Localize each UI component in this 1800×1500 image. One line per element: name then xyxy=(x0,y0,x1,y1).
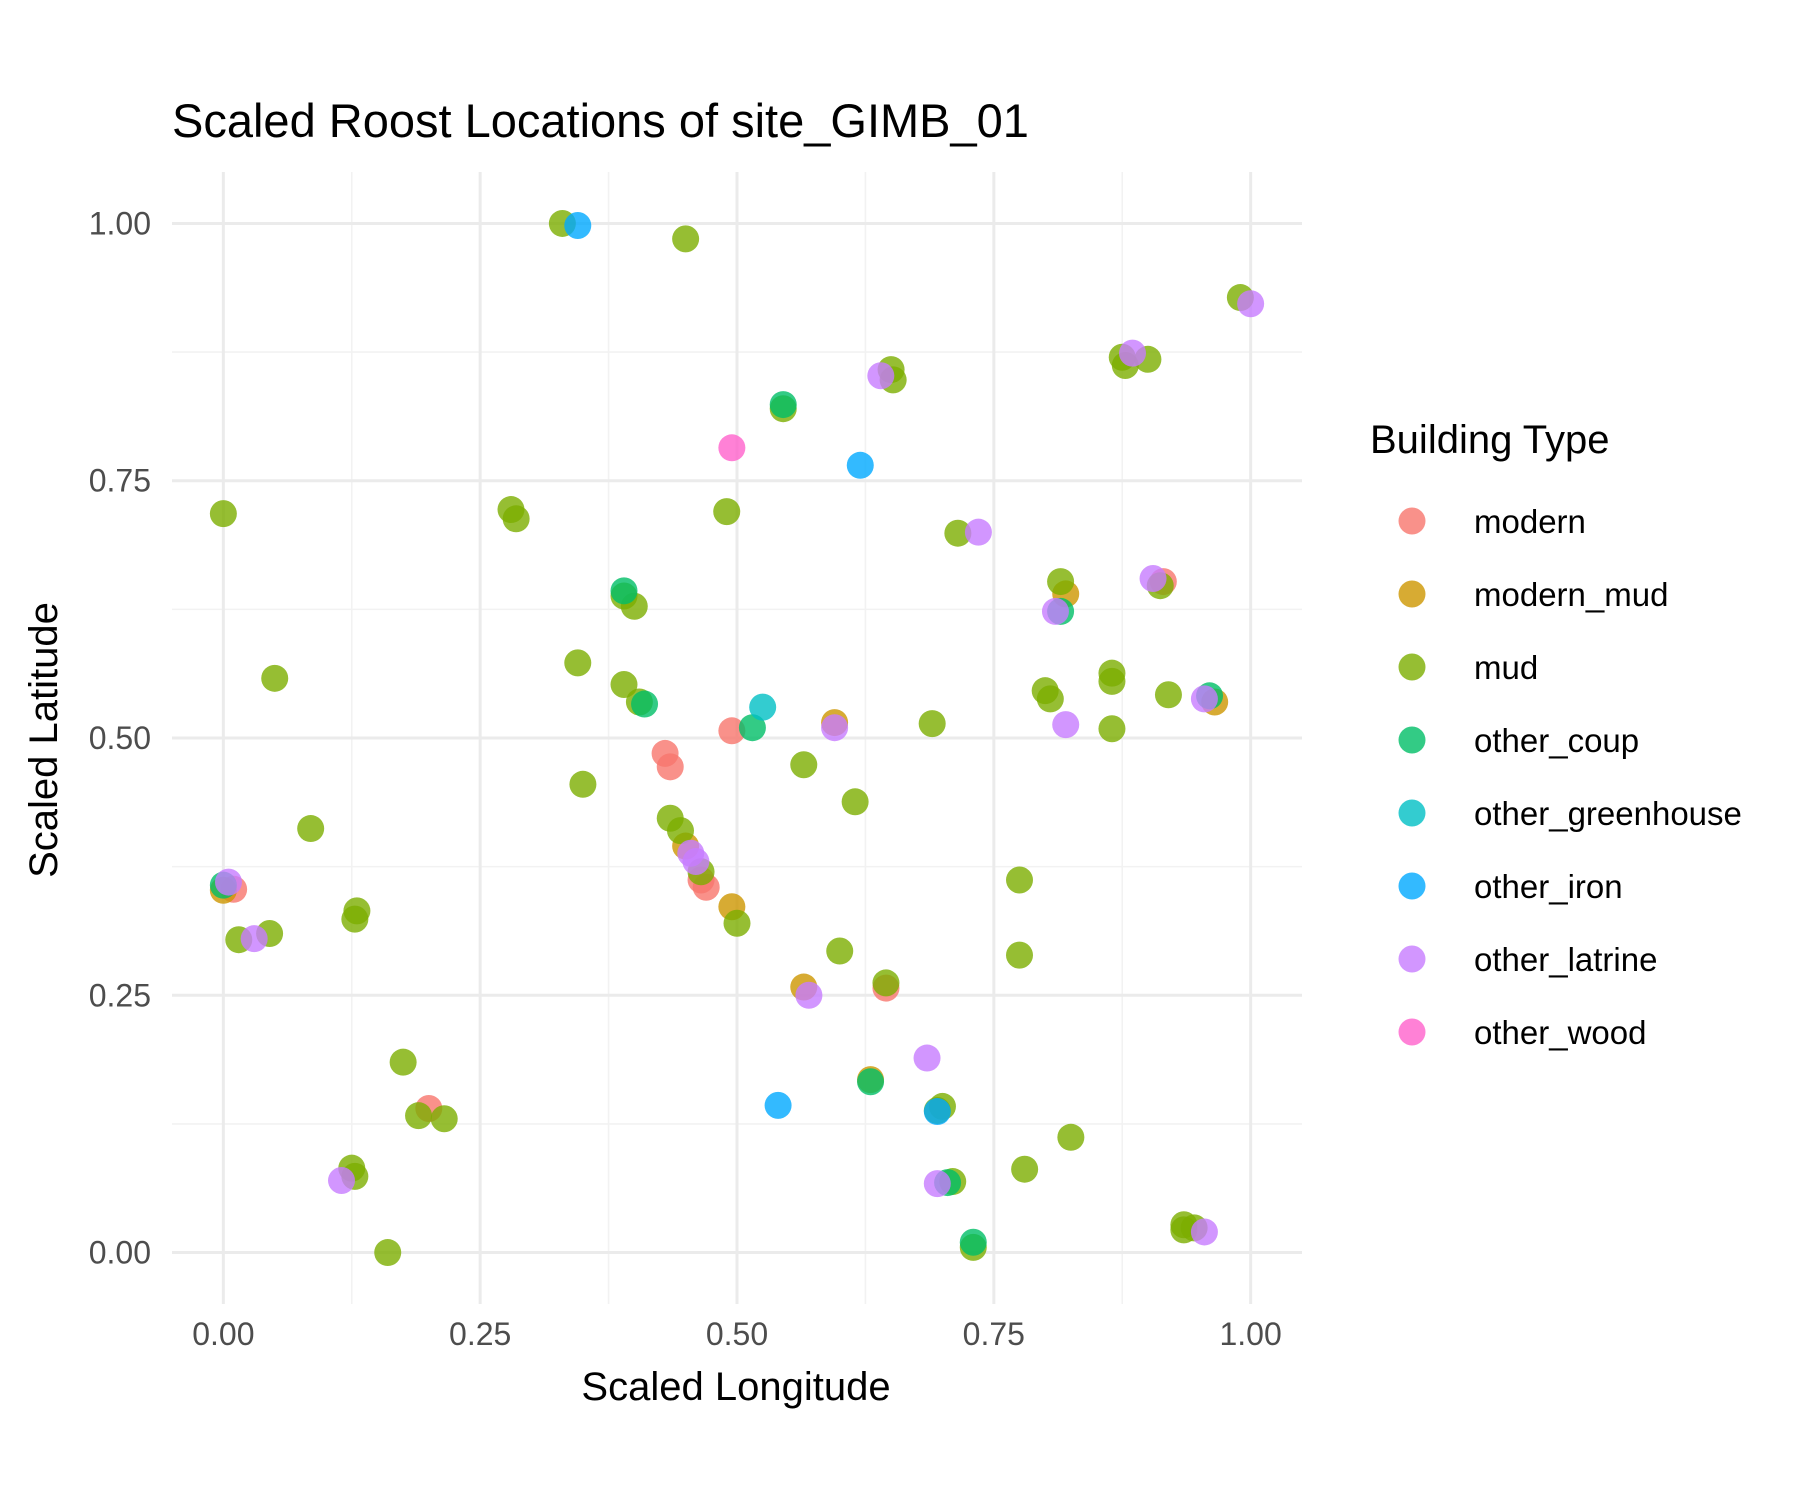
y-tick-label: 0.75 xyxy=(89,463,151,499)
point-other_latrine xyxy=(923,1170,951,1198)
point-other_latrine xyxy=(1190,685,1218,713)
x-tick-label: 0.25 xyxy=(449,1316,511,1352)
point-mud xyxy=(1006,941,1033,969)
point-mud xyxy=(1098,667,1126,695)
point-mud xyxy=(723,909,751,937)
point-other_wood xyxy=(718,434,746,462)
x-axis-title: Scaled Longitude xyxy=(581,1365,890,1409)
y-axis-ticks: 0.00 0.25 0.50 0.75 1.00 xyxy=(89,205,151,1270)
point-mud xyxy=(1154,681,1182,709)
point-other_latrine xyxy=(964,518,992,546)
point-mud xyxy=(918,710,946,738)
y-tick-label: 1.00 xyxy=(89,205,151,241)
point-mud xyxy=(430,1105,458,1133)
legend-key-other_coup xyxy=(1398,726,1426,754)
point-other_latrine xyxy=(795,981,823,1009)
point-other_coup xyxy=(857,1068,885,1096)
point-mud xyxy=(790,751,818,779)
point-mud xyxy=(564,649,592,677)
legend-key-other_greenhouse xyxy=(1398,799,1426,827)
x-tick-label: 0.75 xyxy=(963,1316,1025,1352)
point-other_coup xyxy=(631,690,659,718)
point-mud xyxy=(341,905,369,933)
legend-label-other_greenhouse: other_greenhouse xyxy=(1474,795,1742,832)
point-other_iron xyxy=(764,1091,792,1119)
y-axis-title: Scaled Latitude xyxy=(22,602,66,878)
grid xyxy=(172,172,1302,1304)
legend-key-other_wood xyxy=(1398,1018,1426,1046)
legend-key-modern_mud xyxy=(1398,580,1426,608)
legend-label-other_wood: other_wood xyxy=(1474,1014,1646,1051)
point-modern xyxy=(656,753,684,781)
point-mud xyxy=(569,770,597,798)
point-other_greenhouse xyxy=(749,693,777,721)
point-other_coup xyxy=(959,1228,987,1256)
point-other_latrine xyxy=(1041,597,1069,625)
point-mud xyxy=(502,505,530,533)
point-mud xyxy=(297,815,325,843)
point-mud xyxy=(405,1102,433,1130)
point-mud xyxy=(261,664,289,692)
legend-label-mud: mud xyxy=(1474,649,1538,686)
x-tick-label: 0.00 xyxy=(192,1316,254,1352)
legend-key-modern xyxy=(1398,507,1426,535)
point-other_latrine xyxy=(682,847,710,875)
point-mud xyxy=(944,519,972,547)
legend-key-other_iron xyxy=(1398,872,1426,900)
point-other_latrine xyxy=(240,925,268,953)
point-mud xyxy=(1006,866,1033,894)
point-mud xyxy=(1036,685,1064,713)
legend-key-other_latrine xyxy=(1398,945,1426,973)
point-other_iron xyxy=(564,212,592,240)
point-other_iron xyxy=(923,1098,951,1126)
legend-key-mud xyxy=(1398,653,1426,681)
legend-label-modern_mud: modern_mud xyxy=(1474,576,1668,613)
point-other_latrine xyxy=(328,1167,355,1195)
point-other_latrine xyxy=(821,714,849,742)
point-other_latrine xyxy=(1052,711,1080,739)
point-other_latrine xyxy=(913,1044,941,1072)
x-tick-label: 0.50 xyxy=(706,1316,768,1352)
point-other_iron xyxy=(846,451,874,479)
point-other_coup xyxy=(610,577,638,605)
point-mud xyxy=(610,670,638,698)
chart-title: Scaled Roost Locations of site_GIMB_01 xyxy=(172,94,1029,147)
point-other_latrine xyxy=(1139,564,1167,592)
point-other_latrine xyxy=(1237,290,1265,318)
point-other_latrine xyxy=(867,362,895,390)
point-mud xyxy=(1057,1123,1085,1151)
legend-title: Building Type xyxy=(1370,418,1609,462)
point-mud xyxy=(713,498,741,526)
point-other_latrine xyxy=(1190,1218,1218,1246)
point-other_coup xyxy=(769,391,797,419)
y-tick-label: 0.00 xyxy=(89,1235,151,1271)
point-other_latrine xyxy=(1119,339,1146,367)
point-mud xyxy=(841,788,869,816)
point-modern xyxy=(718,717,746,745)
legend-label-other_coup: other_coup xyxy=(1474,722,1639,759)
y-tick-label: 0.50 xyxy=(89,720,151,756)
point-mud xyxy=(872,969,900,997)
point-mud xyxy=(389,1048,417,1076)
point-mud xyxy=(826,937,854,965)
legend-label-other_iron: other_iron xyxy=(1474,868,1623,905)
legend-label-other_latrine: other_latrine xyxy=(1474,941,1657,978)
point-mud xyxy=(667,817,694,845)
point-mud xyxy=(672,225,700,253)
y-tick-label: 0.25 xyxy=(89,977,151,1013)
point-mud xyxy=(1047,568,1075,596)
point-mud xyxy=(209,500,237,528)
legend-label-modern: modern xyxy=(1474,503,1586,540)
point-other_coup xyxy=(738,714,766,742)
point-other_latrine xyxy=(215,868,242,896)
data-points xyxy=(209,209,1265,1267)
point-mud xyxy=(1098,715,1126,743)
point-mud xyxy=(374,1239,402,1267)
x-tick-label: 1.00 xyxy=(1219,1316,1281,1352)
point-mud xyxy=(1011,1155,1039,1183)
x-axis-ticks: 0.00 0.25 0.50 0.75 1.00 xyxy=(192,1316,1282,1352)
